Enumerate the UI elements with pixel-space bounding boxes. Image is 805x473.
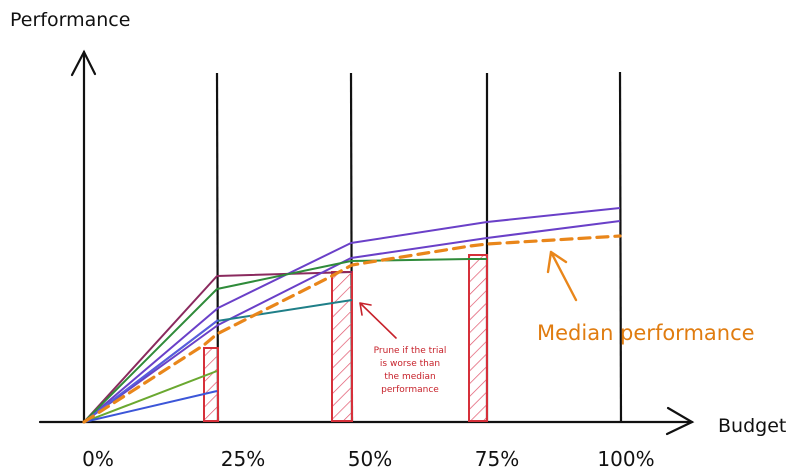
prune-note-arrow — [359, 302, 397, 339]
trial-curve-6 — [83, 319, 219, 423]
milestone-line-100 — [618, 71, 623, 424]
prune-note-line-3: the median — [384, 372, 435, 382]
trial-curve-4 — [83, 258, 487, 423]
prune-region-75 — [468, 254, 488, 422]
tick-label-50: 50% — [348, 447, 392, 471]
median-curve — [82, 234, 622, 424]
median-label: Median performance — [537, 321, 755, 345]
tick-labels: 0% 25% 50% 75% 100% — [82, 447, 654, 471]
prune-note: Prune if the trial is worse than the med… — [374, 346, 447, 395]
tick-label-25: 25% — [221, 447, 265, 471]
y-axis-arrow — [70, 49, 97, 77]
prune-note-line-2: is worse than — [380, 359, 440, 369]
median-label-arrow — [546, 250, 578, 302]
trial-curves — [83, 207, 621, 423]
prune-note-line-1: Prune if the trial — [374, 346, 447, 356]
trial-curve-7 — [83, 370, 218, 423]
x-axis-title: Budget — [718, 415, 786, 437]
prune-regions — [203, 254, 488, 422]
y-axis-title: Performance — [10, 9, 130, 31]
trial-curve-1 — [83, 271, 353, 423]
tick-label-0: 0% — [82, 447, 114, 471]
prune-note-line-4: performance — [381, 385, 439, 395]
axes — [38, 49, 695, 436]
x-axis-arrow — [665, 406, 695, 436]
trial-curve-2 — [83, 207, 621, 423]
tick-label-100: 100% — [597, 447, 654, 471]
trial-curve-8 — [83, 390, 218, 423]
prune-region-50 — [331, 271, 353, 422]
prune-region-25 — [203, 347, 219, 422]
trial-curve-3 — [83, 220, 621, 423]
tick-label-75: 75% — [475, 447, 519, 471]
